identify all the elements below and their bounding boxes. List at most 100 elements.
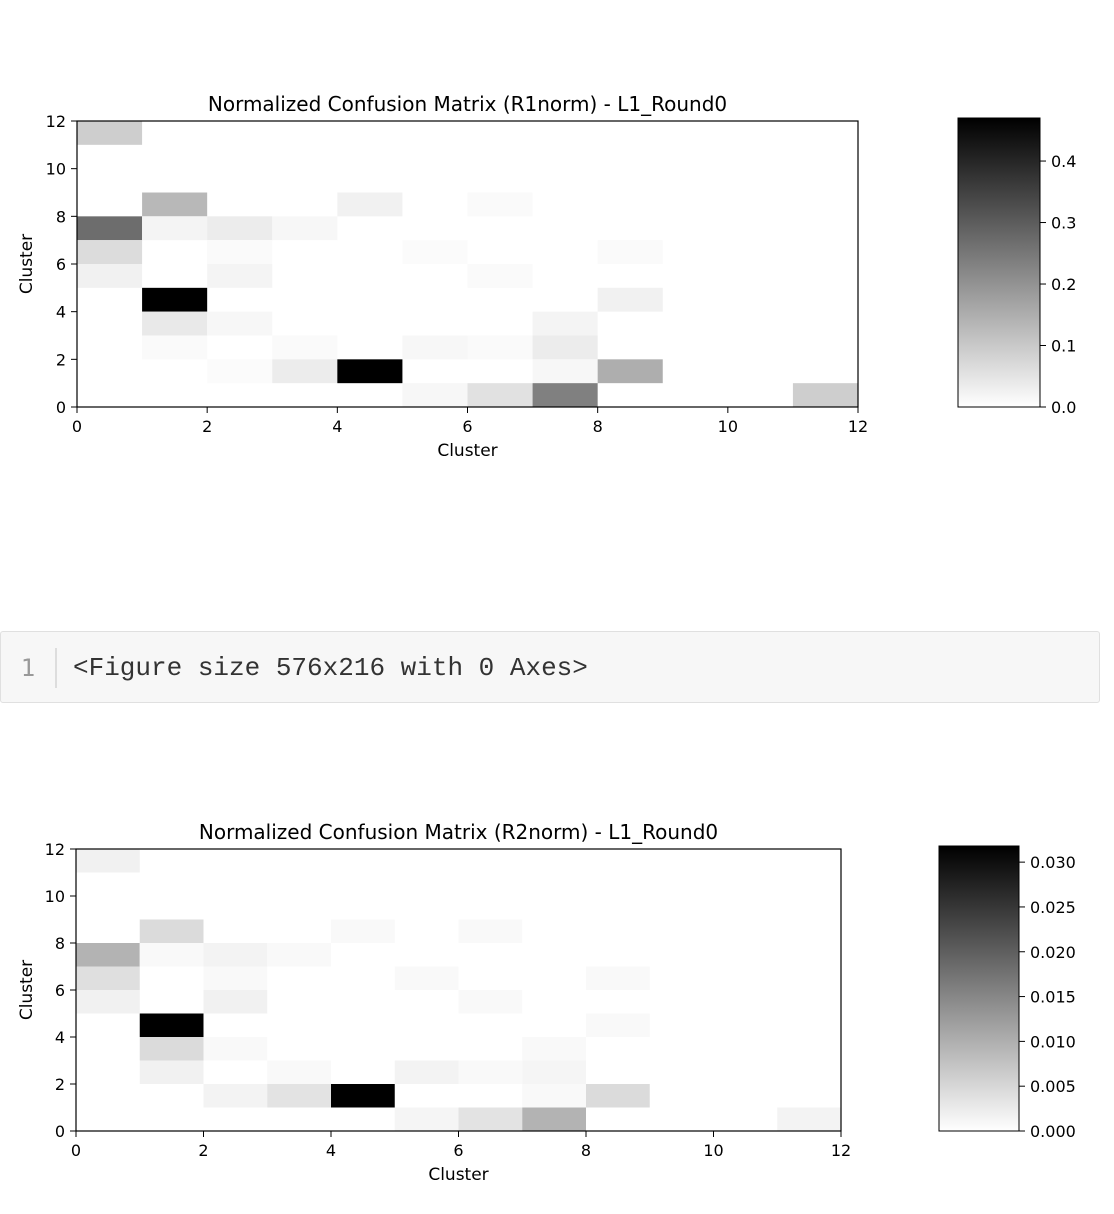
chart-title: Normalized Confusion Matrix (R1norm) - L… <box>208 92 727 116</box>
heatmap-cell <box>142 216 208 241</box>
heatmap-cell <box>203 1037 268 1061</box>
heatmap-cell <box>207 311 273 336</box>
heatmap-cell <box>532 335 598 360</box>
heatmap-cell <box>77 264 143 288</box>
confusion-matrix-r1norm-chart: Normalized Confusion Matrix (R1norm) - L… <box>17 92 1076 461</box>
heatmap-cell <box>77 240 143 264</box>
y-tick-label: 8 <box>56 207 66 226</box>
heatmap-cell <box>586 1084 650 1108</box>
heatmap-cell <box>272 359 338 384</box>
heatmap-cell <box>76 849 140 873</box>
confusion-matrix-r2norm-chart: Normalized Confusion Matrix (R2norm) - L… <box>17 820 1076 1185</box>
heatmap-cell <box>337 192 403 217</box>
heatmap-cell <box>522 1060 586 1084</box>
colorbar-tick-label: 0.0 <box>1051 398 1076 417</box>
gutter-divider <box>55 648 57 688</box>
colorbar-tick-label: 0.030 <box>1030 853 1076 872</box>
heatmap-cell <box>597 359 663 384</box>
heatmap-cell <box>467 192 533 217</box>
colorbar-tick-label: 0.005 <box>1030 1077 1076 1096</box>
colorbar-tick-label: 0.2 <box>1051 275 1076 294</box>
heatmap-cell <box>337 359 403 384</box>
heatmap-cell <box>586 966 650 990</box>
heatmap-cell <box>139 1060 204 1084</box>
y-tick-label: 12 <box>46 112 66 131</box>
heatmap-cell <box>76 966 140 990</box>
x-axis-label: Cluster <box>437 441 497 461</box>
x-tick-label: 10 <box>703 1141 723 1160</box>
heatmap-cell <box>267 1060 331 1084</box>
heatmap-cell <box>203 1084 268 1108</box>
heatmap-cell <box>139 943 204 967</box>
x-axis-label: Cluster <box>428 1165 488 1185</box>
colorbar-tick-label: 0.015 <box>1030 988 1076 1007</box>
heatmap-cell <box>522 1084 586 1108</box>
heatmap-cell <box>532 383 598 407</box>
heatmap-cell <box>331 1084 395 1108</box>
y-tick-label: 10 <box>46 160 66 179</box>
colorbar <box>938 845 1020 1132</box>
colorbar-tick-label: 0.020 <box>1030 943 1076 962</box>
x-tick-label: 4 <box>326 1141 336 1160</box>
heatmap-cell <box>522 1037 586 1061</box>
heatmap-cell <box>394 966 459 990</box>
y-tick-label: 0 <box>55 1122 65 1141</box>
heatmap-cell <box>76 990 140 1014</box>
y-tick-label: 8 <box>55 934 65 953</box>
colorbar-tick-label: 0.010 <box>1030 1032 1076 1051</box>
line-number: 1 <box>20 654 36 682</box>
line-gutter: 1 <box>1 632 57 702</box>
y-tick-label: 6 <box>55 981 65 1000</box>
colorbar-tick-label: 0.000 <box>1030 1122 1076 1141</box>
heatmap-cell <box>597 287 663 312</box>
heatmap-cell <box>792 383 858 407</box>
x-tick-label: 12 <box>848 417 868 436</box>
heatmap-cell <box>402 383 468 407</box>
heatmap-cell <box>139 919 204 943</box>
heatmap-cell <box>272 335 338 360</box>
heatmap-cell <box>467 264 533 288</box>
heatmap-cell <box>458 919 523 943</box>
heatmap-cell <box>139 1013 204 1037</box>
heatmap-cell <box>267 1084 331 1108</box>
y-tick-label: 10 <box>45 887 65 906</box>
heatmap-cell <box>207 359 273 384</box>
x-tick-label: 2 <box>198 1141 208 1160</box>
y-tick-label: 4 <box>56 303 66 322</box>
heatmap-cell <box>532 311 598 336</box>
heatmap-cell <box>207 264 273 288</box>
x-tick-label: 8 <box>581 1141 591 1160</box>
heatmap-cell <box>76 943 140 967</box>
x-tick-label: 0 <box>72 417 82 436</box>
chart-title: Normalized Confusion Matrix (R2norm) - L… <box>199 820 718 844</box>
colorbar <box>957 117 1041 408</box>
heatmap-cell <box>586 1013 650 1037</box>
y-tick-label: 6 <box>56 255 66 274</box>
heatmap-cell <box>203 943 268 967</box>
y-axis-label: Cluster <box>17 234 37 294</box>
heatmap-cell <box>139 1037 204 1061</box>
heatmap-cell <box>394 1107 459 1131</box>
colorbar-tick-label: 0.3 <box>1051 214 1076 233</box>
heatmap-cell <box>458 1060 523 1084</box>
heatmap-cell <box>597 240 663 264</box>
x-tick-label: 2 <box>202 417 212 436</box>
colorbar-tick-label: 0.4 <box>1051 152 1076 171</box>
x-tick-label: 6 <box>462 417 472 436</box>
heatmap-cell <box>207 240 273 264</box>
heatmap-cell <box>402 335 468 360</box>
heatmap-cell <box>142 335 208 360</box>
heatmap-cell <box>77 216 143 241</box>
heatmap-cell <box>207 216 273 241</box>
x-tick-label: 8 <box>593 417 603 436</box>
x-tick-label: 0 <box>71 1141 81 1160</box>
heatmap-cell <box>402 240 468 264</box>
colorbar-tick-label: 0.025 <box>1030 898 1076 917</box>
heatmap-cell <box>394 1060 459 1084</box>
y-axis-label: Cluster <box>17 960 37 1020</box>
heatmap-cell <box>267 943 331 967</box>
heatmap-cell <box>142 287 208 312</box>
y-tick-label: 2 <box>55 1075 65 1094</box>
heatmap-cell <box>272 216 338 241</box>
heatmap-cell <box>203 966 268 990</box>
